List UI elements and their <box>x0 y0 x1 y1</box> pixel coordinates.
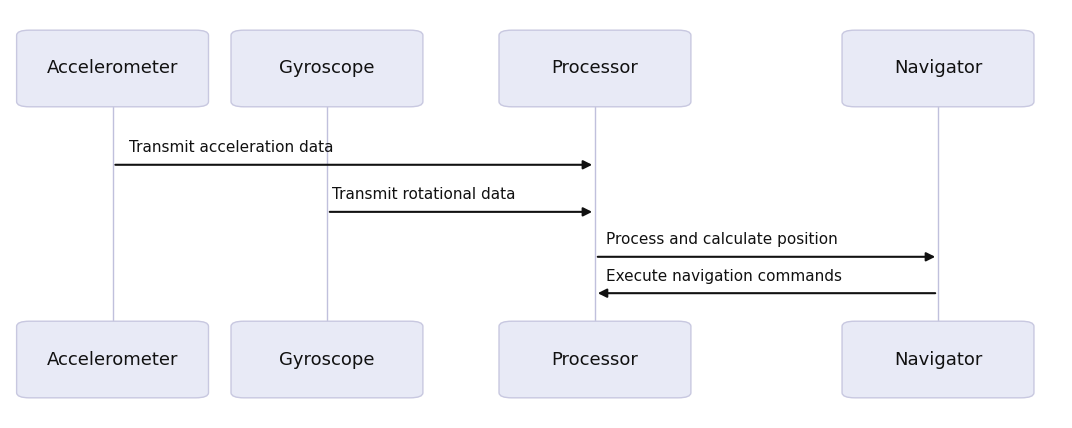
FancyBboxPatch shape <box>16 30 208 107</box>
FancyBboxPatch shape <box>500 321 691 398</box>
Text: Execute navigation commands: Execute navigation commands <box>606 269 842 284</box>
FancyBboxPatch shape <box>500 30 691 107</box>
FancyBboxPatch shape <box>230 30 422 107</box>
Text: Transmit rotational data: Transmit rotational data <box>332 187 516 202</box>
Text: Navigator: Navigator <box>894 59 982 77</box>
FancyBboxPatch shape <box>230 321 422 398</box>
Text: Accelerometer: Accelerometer <box>47 351 178 369</box>
FancyBboxPatch shape <box>842 30 1033 107</box>
Text: Processor: Processor <box>551 351 639 369</box>
Text: Transmit acceleration data: Transmit acceleration data <box>129 140 333 155</box>
FancyBboxPatch shape <box>842 321 1033 398</box>
FancyBboxPatch shape <box>16 321 208 398</box>
Text: Accelerometer: Accelerometer <box>47 59 178 77</box>
Text: Navigator: Navigator <box>894 351 982 369</box>
Text: Gyroscope: Gyroscope <box>279 351 375 369</box>
Text: Gyroscope: Gyroscope <box>279 59 375 77</box>
Text: Processor: Processor <box>551 59 639 77</box>
Text: Process and calculate position: Process and calculate position <box>606 232 837 247</box>
